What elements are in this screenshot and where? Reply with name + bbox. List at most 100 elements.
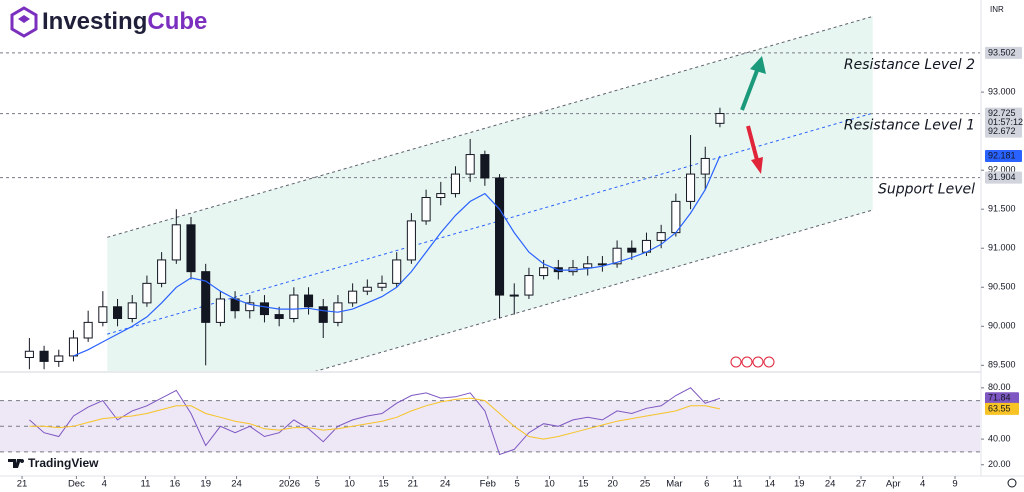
candle-body xyxy=(259,302,270,316)
candle-body xyxy=(201,271,211,323)
x-tick-label: Mar xyxy=(666,479,682,490)
channel-fill xyxy=(107,16,873,371)
x-tick-label: Feb xyxy=(480,479,496,490)
rsi-value-box xyxy=(985,392,1019,405)
candle-body xyxy=(539,267,549,277)
candle-body xyxy=(39,350,49,362)
candle-body xyxy=(171,224,181,261)
watermark: TradingView xyxy=(8,456,99,470)
candle-body xyxy=(509,294,519,297)
x-tick-label: 2026 xyxy=(279,479,300,490)
line-series xyxy=(29,397,721,440)
rsi-value-label: 63.55 xyxy=(988,403,1011,413)
x-tick-label: 6 xyxy=(704,479,709,490)
ma-label: 92.181 xyxy=(988,150,1016,160)
y-tick-label: 40.00 xyxy=(988,433,1011,443)
candle-body xyxy=(215,298,225,323)
watermark-text: TradingView xyxy=(28,456,99,470)
x-tick-label: 11 xyxy=(733,479,743,490)
y-tick-label: 20.00 xyxy=(988,459,1011,469)
candle-body xyxy=(450,173,461,195)
candle-body xyxy=(142,282,152,304)
x-tick-label: 21 xyxy=(408,479,419,490)
x-tick-label: Apr xyxy=(886,479,901,490)
candle-body xyxy=(524,275,534,296)
x-tick-label: 21 xyxy=(17,479,28,490)
candle-body xyxy=(24,350,34,359)
candle-body xyxy=(318,306,328,323)
y-tick-label: 89.500 xyxy=(988,360,1016,370)
arrow-shaft xyxy=(740,67,760,111)
candle-body xyxy=(186,224,196,273)
y-tick-label: 93.000 xyxy=(988,86,1016,96)
candle-body xyxy=(54,355,64,362)
x-tick-label: 5 xyxy=(515,479,520,490)
x-tick-label: 5 xyxy=(315,479,320,490)
x-tick-label: 24 xyxy=(440,479,451,490)
candle-body xyxy=(377,282,387,288)
candle-body xyxy=(656,232,666,241)
y-tick-label: 92.000 xyxy=(988,165,1016,175)
level-text: Resistance Level 2 xyxy=(844,57,975,73)
x-tick-label: 11 xyxy=(141,479,151,490)
candle-body xyxy=(583,263,593,269)
level-label-box xyxy=(985,171,1022,184)
candle-body xyxy=(436,193,446,198)
candle-body xyxy=(127,302,137,319)
logo-icon xyxy=(10,6,38,38)
level-text: Support Level xyxy=(878,182,975,198)
rsi-value-box xyxy=(985,402,1019,415)
prev-price-label-box xyxy=(985,125,1022,138)
candle-body xyxy=(274,314,284,319)
candle-body xyxy=(700,157,710,175)
event-icon xyxy=(730,356,742,368)
y-tick-label: 90.000 xyxy=(988,321,1016,331)
level-label: 91.904 xyxy=(988,172,1016,182)
logo-icon xyxy=(18,15,30,23)
y-tick-label: 90.500 xyxy=(988,282,1016,292)
line-series xyxy=(29,387,721,456)
x-tick-label: 9 xyxy=(952,479,957,490)
price-panel xyxy=(0,15,980,371)
x-tick-label: 14 xyxy=(765,479,776,490)
countdown-label: 01:57:12 xyxy=(988,117,1023,127)
x-tick-label: 4 xyxy=(102,479,107,490)
up-arrow xyxy=(740,56,766,111)
x-tick-label: 10 xyxy=(344,479,355,490)
x-tick-label: 15 xyxy=(578,479,589,490)
candle-body xyxy=(597,263,607,266)
x-tick-label: 27 xyxy=(856,479,867,490)
currency-box xyxy=(986,4,1008,16)
currency: INR xyxy=(990,5,1004,14)
brand-first: Investing xyxy=(42,8,147,35)
x-tick-label: 16 xyxy=(170,479,181,490)
y-tick-label: 91.500 xyxy=(988,204,1016,214)
candle-body xyxy=(627,247,637,253)
ma-label-box xyxy=(985,150,1022,163)
candle-body xyxy=(612,247,622,265)
x-tick-label: 10 xyxy=(544,479,555,490)
y-tick-label: 80.00 xyxy=(988,382,1011,392)
x-tick-label: 19 xyxy=(794,479,805,490)
brand-second: Cube xyxy=(147,8,207,35)
candle-body xyxy=(392,259,402,284)
line-series xyxy=(73,155,721,357)
candle-body xyxy=(348,290,358,304)
candle-body xyxy=(362,286,372,292)
candle-body xyxy=(495,177,505,296)
x-tick-label: 24 xyxy=(825,479,836,490)
channel-lower xyxy=(314,209,873,371)
candle-body xyxy=(421,196,431,222)
arrow-head xyxy=(750,56,766,74)
event-icons xyxy=(730,356,775,368)
candle-body xyxy=(83,321,93,339)
x-tick-label: 19 xyxy=(200,479,211,490)
candle-body xyxy=(245,302,255,312)
x-tick-label: Dec xyxy=(68,479,85,490)
settings-icon[interactable] xyxy=(1007,478,1017,488)
y-tick-label: 91.000 xyxy=(988,243,1016,253)
brand-logo: InvestingCube xyxy=(10,6,207,38)
x-tick-label: 20 xyxy=(607,479,618,490)
